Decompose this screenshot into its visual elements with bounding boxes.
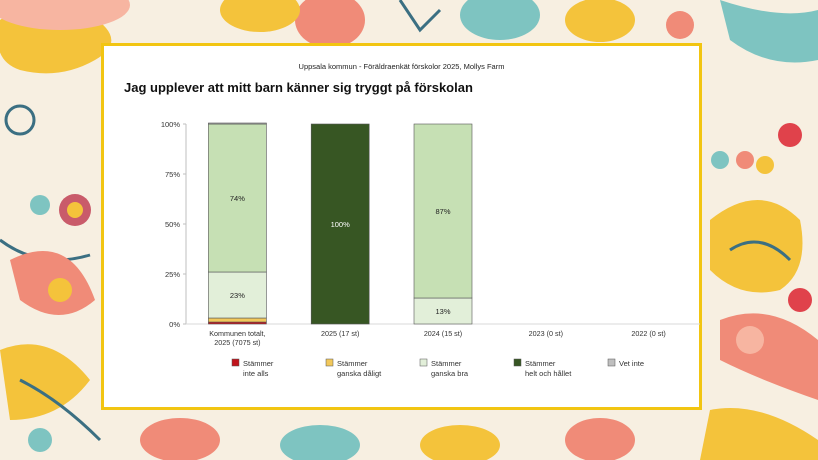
bar-segment — [413, 123, 473, 299]
bar-segment — [208, 122, 267, 125]
legend-label: Stämmer — [337, 359, 368, 368]
x-tick-label: Kommunen totalt, — [209, 329, 265, 338]
legend-swatch — [231, 358, 240, 367]
legend-swatch — [419, 358, 428, 367]
legend-label: ganska dåligt — [337, 369, 382, 378]
legend-label: Stämmer — [525, 359, 556, 368]
legend-swatch — [325, 358, 334, 367]
legend-label: Vet inte — [619, 359, 644, 368]
legend-label: Stämmer — [243, 359, 274, 368]
y-tick-label: 100% — [161, 120, 181, 129]
data-label: 74% — [230, 194, 245, 203]
stacked-bar-chart: 0%25%50%75%100%23%74%Kommunen totalt,202… — [161, 120, 700, 378]
data-label: 23% — [230, 291, 245, 300]
data-label: 100% — [331, 220, 351, 229]
chart-title: Jag upplever att mitt barn känner sig tr… — [124, 80, 473, 95]
x-tick-label: 2023 (0 st) — [529, 329, 563, 338]
x-tick-label: 2024 (15 st) — [424, 329, 462, 338]
data-label: 13% — [435, 307, 450, 316]
bar-segment — [413, 297, 473, 325]
y-tick-label: 50% — [165, 220, 180, 229]
y-tick-label: 25% — [165, 270, 180, 279]
legend-swatch — [607, 358, 616, 367]
x-tick-label: 2025 (17 st) — [321, 329, 359, 338]
legend-swatch — [513, 358, 522, 367]
chart-card: Uppsala kommun - Föräldraenkät förskolor… — [101, 43, 702, 410]
legend-label: inte alls — [243, 369, 269, 378]
x-tick-label: 2025 (7075 st) — [214, 338, 260, 347]
data-label: 87% — [435, 207, 450, 216]
x-tick-label: 2022 (0 st) — [631, 329, 665, 338]
legend-label: helt och hållet — [525, 369, 572, 378]
legend-label: ganska bra — [431, 369, 469, 378]
legend-label: Stämmer — [431, 359, 462, 368]
bar-segment — [208, 123, 267, 273]
bar-segment — [208, 317, 267, 323]
survey-header: Uppsala kommun - Föräldraenkät förskolor… — [298, 62, 505, 71]
bar-segment — [208, 271, 267, 319]
y-tick-label: 0% — [169, 320, 180, 329]
bar-segment — [310, 123, 370, 325]
y-tick-label: 75% — [165, 170, 180, 179]
